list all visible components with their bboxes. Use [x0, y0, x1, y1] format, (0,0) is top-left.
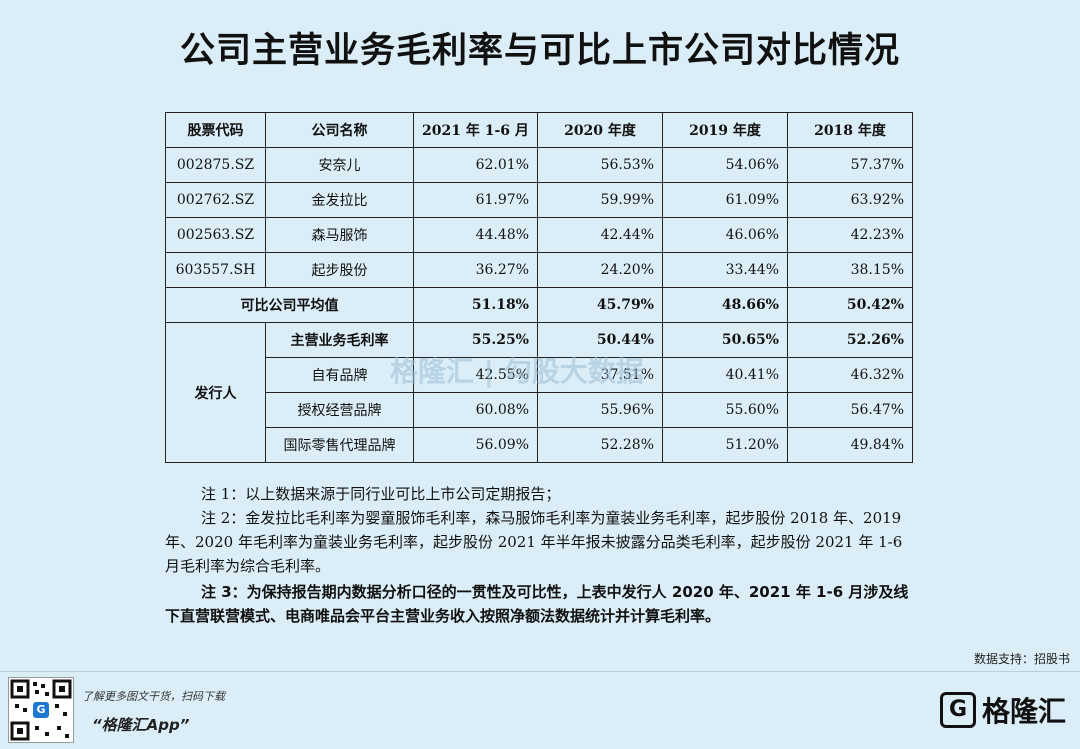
issuer-row-name: 授权经营品牌 — [265, 392, 414, 428]
note-2: 注 2：金发拉比毛利率为婴童服饰毛利率，森马服饰毛利率为童装业务毛利率，起步股份… — [165, 509, 903, 575]
issuer-row: 自有品牌 42.55% 37.51% 40.41% 46.32% — [166, 357, 913, 393]
value-cell: 62.01% — [413, 147, 538, 183]
value-cell: 46.32% — [787, 357, 913, 393]
divider — [0, 671, 1080, 672]
issuer-row: 国际零售代理品牌 56.09% 52.28% 51.20% 49.84% — [166, 427, 913, 463]
value-cell: 57.37% — [787, 147, 913, 183]
table-row: 002762.SZ 金发拉比 61.97% 59.99% 61.09% 63.9… — [165, 182, 913, 218]
table-row: 603557.SH 起步股份 36.27% 24.20% 33.44% 38.1… — [165, 252, 913, 288]
value-cell: 37.51% — [537, 357, 663, 393]
value-cell: 59.99% — [537, 182, 663, 218]
value-cell: 49.84% — [787, 427, 913, 463]
header-2018: 2018 年度 — [787, 112, 913, 148]
header-2019: 2019 年度 — [662, 112, 788, 148]
app-name: “格隆汇App” — [92, 716, 190, 734]
issuer-row-name: 国际零售代理品牌 — [265, 427, 414, 463]
stock-code: 002563.SZ — [165, 217, 266, 253]
issuer-label: 发行人 — [165, 322, 266, 463]
brand-mark-icon: G — [939, 692, 976, 728]
table-header-row: 股票代码 公司名称 2021 年 1-6 月 2020 年度 2019 年度 2… — [165, 112, 913, 148]
value-cell: 42.44% — [537, 217, 663, 253]
value-cell: 44.48% — [413, 217, 538, 253]
value-cell: 42.23% — [787, 217, 913, 253]
value-cell: 50.44% — [537, 322, 663, 358]
value-cell: 51.18% — [413, 287, 538, 323]
brand-name: 格隆汇 — [981, 695, 1066, 728]
value-cell: 51.20% — [662, 427, 788, 463]
header-2021h1: 2021 年 1-6 月 — [413, 112, 538, 148]
notes: 注 1：以上数据来源于同行业可比上市公司定期报告； 注 2：金发拉比毛利率为婴童… — [165, 482, 910, 628]
issuer-row-name: 主营业务毛利率 — [265, 322, 414, 358]
app-logo-icon: G — [33, 702, 49, 718]
stock-code: 002762.SZ — [165, 182, 266, 218]
brand-logo: G 格隆汇 — [939, 690, 1066, 730]
value-cell: 46.06% — [662, 217, 788, 253]
value-cell: 55.96% — [537, 392, 663, 428]
average-row: 可比公司平均值 51.18% 45.79% 48.66% 50.42% — [165, 287, 913, 323]
company-name: 安奈儿 — [265, 147, 414, 183]
value-cell: 55.60% — [662, 392, 788, 428]
value-cell: 60.08% — [413, 392, 538, 428]
issuer-row-name: 自有品牌 — [265, 357, 414, 393]
value-cell: 55.25% — [413, 322, 538, 358]
value-cell: 56.47% — [787, 392, 913, 428]
note-1: 注 1：以上数据来源于同行业可比上市公司定期报告； — [201, 485, 561, 503]
value-cell: 36.27% — [413, 252, 538, 288]
stock-code: 603557.SH — [165, 252, 266, 288]
header-company-name: 公司名称 — [265, 112, 414, 148]
value-cell: 33.44% — [662, 252, 788, 288]
value-cell: 56.53% — [537, 147, 663, 183]
average-label: 可比公司平均值 — [165, 287, 414, 323]
value-cell: 61.09% — [662, 182, 788, 218]
company-name: 金发拉比 — [265, 182, 414, 218]
qr-code[interactable]: G — [8, 677, 74, 743]
value-cell: 40.41% — [662, 357, 788, 393]
qr-pattern-icon — [10, 679, 72, 741]
value-cell: 52.26% — [787, 322, 913, 358]
data-source: 数据支持：招股书 — [973, 652, 1070, 666]
page-title: 公司主营业务毛利率与可比上市公司对比情况 — [179, 31, 900, 71]
table-row: 002875.SZ 安奈儿 62.01% 56.53% 54.06% 57.37… — [165, 147, 913, 183]
issuer-main-row: 发行人 主营业务毛利率 55.25% 50.44% 50.65% 52.26% — [165, 322, 913, 463]
issuer-row: 授权经营品牌 60.08% 55.96% 55.60% 56.47% — [166, 392, 913, 428]
value-cell: 42.55% — [413, 357, 538, 393]
value-cell: 48.66% — [662, 287, 788, 323]
comparison-table: 股票代码 公司名称 2021 年 1-6 月 2020 年度 2019 年度 2… — [165, 112, 913, 463]
header-2020: 2020 年度 — [537, 112, 663, 148]
value-cell: 38.15% — [787, 252, 913, 288]
value-cell: 52.28% — [537, 427, 663, 463]
value-cell: 50.42% — [787, 287, 913, 323]
value-cell: 61.97% — [413, 182, 538, 218]
value-cell: 50.65% — [662, 322, 788, 358]
stock-code: 002875.SZ — [165, 147, 266, 183]
company-name: 森马服饰 — [265, 217, 414, 253]
download-prompt: 了解更多图文干货，扫码下载 — [82, 690, 225, 703]
table-row: 002563.SZ 森马服饰 44.48% 42.44% 46.06% 42.2… — [165, 217, 913, 253]
value-cell: 24.20% — [537, 252, 663, 288]
value-cell: 63.92% — [787, 182, 913, 218]
value-cell: 45.79% — [537, 287, 663, 323]
note-3: 注 3：为保持报告期内数据分析口径的一贯性及可比性，上表中发行人 2020 年、… — [165, 583, 909, 625]
company-name: 起步股份 — [265, 252, 414, 288]
header-stock-code: 股票代码 — [165, 112, 266, 148]
value-cell: 54.06% — [662, 147, 788, 183]
value-cell: 56.09% — [413, 427, 538, 463]
